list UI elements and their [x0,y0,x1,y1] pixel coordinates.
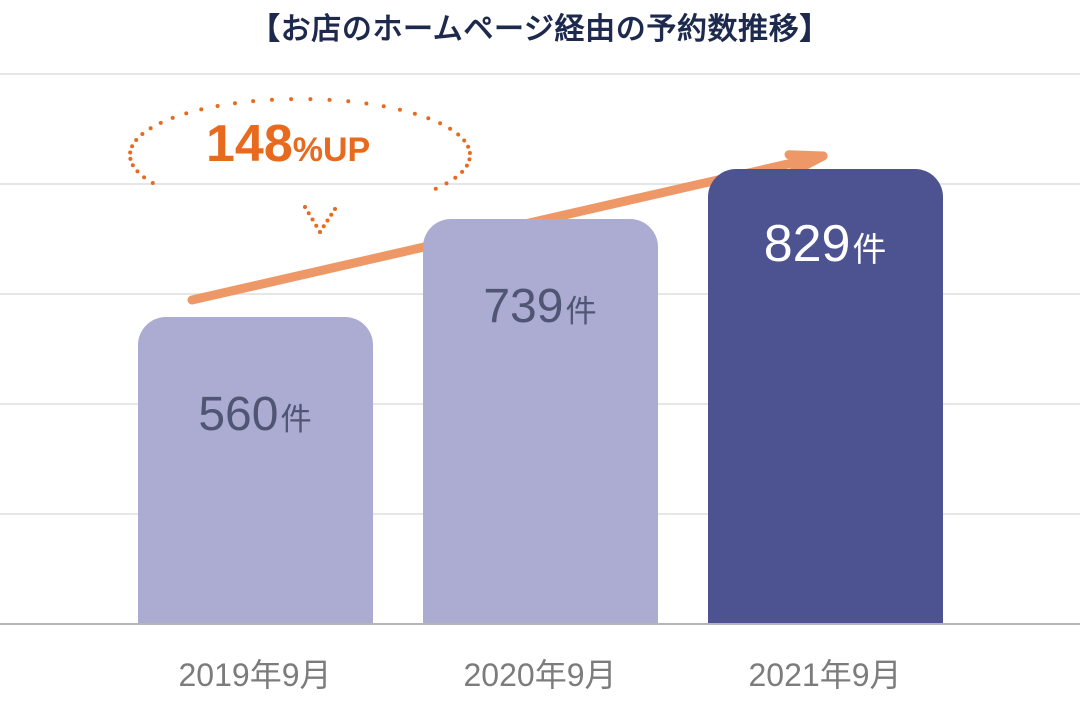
chart-title: 【お店のホームページ経由の予約数推移】 [0,4,1080,48]
bar-value-label: 739件 [423,279,658,334]
bar-value-unit: 件 [565,294,596,329]
growth-callout: 148%UP [206,114,370,174]
bar-value: 829 [764,215,851,273]
plot-area: 560件739件829件 [60,75,1020,625]
growth-callout-number: 148 [206,115,293,173]
bar-value-label: 560件 [138,387,373,442]
growth-callout-pct: % [293,131,323,169]
bars-group: 560件739件829件 [60,75,1020,625]
bar-value-unit: 件 [280,402,311,437]
bar: 739件 [423,219,658,625]
bar-value: 560 [198,388,278,441]
bar-value-unit: 件 [852,231,886,269]
x-axis-label: 2021年9月 [749,650,902,696]
bar-value-label: 829件 [708,214,943,274]
x-axis-label: 2020年9月 [464,650,617,696]
growth-callout-up: UP [323,131,370,169]
bar: 560件 [138,317,373,625]
x-axis-ticks: 2019年9月 2020年9月 2021年9月 [60,640,1020,700]
chart-container: 【お店のホームページ経由の予約数推移】 560件739件829件 148%UP … [0,0,1080,708]
bar-value: 739 [483,280,563,333]
bar: 829件 [708,169,943,625]
x-axis-label: 2019年9月 [179,650,332,696]
x-axis-line [0,623,1080,625]
